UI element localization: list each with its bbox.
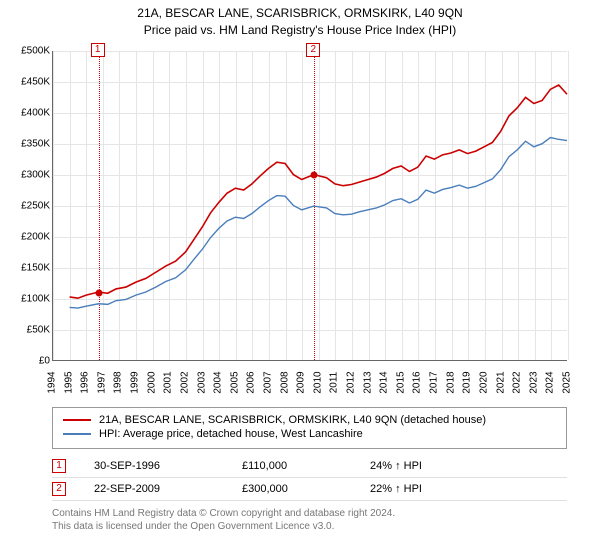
x-axis-label: 1996 <box>80 368 91 398</box>
x-axis-label: 1999 <box>130 368 141 398</box>
x-axis-label: 2006 <box>246 368 257 398</box>
y-axis-label: £250K <box>10 201 50 212</box>
event-number-box: 2 <box>52 482 66 496</box>
x-axis-label: 2004 <box>213 368 224 398</box>
x-axis-label: 2020 <box>478 368 489 398</box>
x-axis-label: 2025 <box>562 368 573 398</box>
x-axis-label: 2014 <box>379 368 390 398</box>
gridline-v <box>568 51 569 360</box>
x-axis-label: 2012 <box>346 368 357 398</box>
chart-title: 21A, BESCAR LANE, SCARISBRICK, ORMSKIRK,… <box>10 6 590 20</box>
series-line <box>70 85 567 298</box>
event-price: £110,000 <box>242 460 342 472</box>
y-axis-label: £300K <box>10 170 50 181</box>
footer-line-2: This data is licensed under the Open Gov… <box>52 520 567 533</box>
y-axis-label: £350K <box>10 139 50 150</box>
event-price: £300,000 <box>242 483 342 495</box>
plot-area <box>52 51 567 361</box>
x-axis-label: 2013 <box>362 368 373 398</box>
x-axis-label: 2008 <box>279 368 290 398</box>
event-marker-box: 2 <box>306 43 320 57</box>
y-axis-label: £0 <box>10 356 50 367</box>
event-date: 30-SEP-1996 <box>94 460 214 472</box>
x-axis-label: 2010 <box>312 368 323 398</box>
series-line <box>70 138 567 309</box>
x-axis-label: 2016 <box>412 368 423 398</box>
y-axis-label: £500K <box>10 46 50 57</box>
legend-swatch <box>63 433 91 435</box>
y-axis-label: £200K <box>10 232 50 243</box>
x-axis-label: 2019 <box>462 368 473 398</box>
x-axis-label: 1994 <box>47 368 58 398</box>
x-axis-label: 2024 <box>545 368 556 398</box>
event-marker-box: 1 <box>91 43 105 57</box>
events-table: 1 30-SEP-1996 £110,000 24% ↑ HPI 2 22-SEP-200… <box>52 455 567 501</box>
footer-attribution: Contains HM Land Registry data © Crown c… <box>52 507 567 533</box>
x-axis-label: 1995 <box>63 368 74 398</box>
x-axis-label: 2007 <box>262 368 273 398</box>
x-axis-label: 2018 <box>445 368 456 398</box>
x-axis-label: 2022 <box>512 368 523 398</box>
x-axis-label: 2009 <box>296 368 307 398</box>
events-row: 1 30-SEP-1996 £110,000 24% ↑ HPI <box>52 455 567 478</box>
legend-swatch <box>63 419 91 421</box>
x-axis-label: 2015 <box>395 368 406 398</box>
legend-label: HPI: Average price, detached house, West… <box>99 428 363 440</box>
x-axis-label: 1998 <box>113 368 124 398</box>
event-delta: 22% ↑ HPI <box>370 483 567 495</box>
chart-area: £0 £50K £100K £150K £200K £250K £300K £350K £400… <box>10 43 585 403</box>
legend-row: 21A, BESCAR LANE, SCARISBRICK, ORMSKIRK,… <box>63 414 556 426</box>
x-axis-label: 2002 <box>179 368 190 398</box>
x-axis-label: 2021 <box>495 368 506 398</box>
x-axis-label: 2005 <box>229 368 240 398</box>
x-axis-label: 2023 <box>528 368 539 398</box>
event-number-box: 1 <box>52 459 66 473</box>
y-axis-label: £150K <box>10 263 50 274</box>
event-date: 22-SEP-2009 <box>94 483 214 495</box>
y-axis-label: £400K <box>10 108 50 119</box>
chart-subtitle: Price paid vs. HM Land Registry's House … <box>10 23 590 37</box>
legend-row: HPI: Average price, detached house, West… <box>63 428 556 440</box>
y-axis-label: £100K <box>10 294 50 305</box>
footer-line-1: Contains HM Land Registry data © Crown c… <box>52 507 567 520</box>
x-axis-label: 2001 <box>163 368 174 398</box>
events-row: 2 22-SEP-2009 £300,000 22% ↑ HPI <box>52 478 567 501</box>
x-axis-label: 2011 <box>329 368 340 398</box>
series-svg <box>53 51 567 360</box>
y-axis-label: £450K <box>10 77 50 88</box>
event-delta: 24% ↑ HPI <box>370 460 567 472</box>
event-dot <box>95 289 102 296</box>
x-axis-label: 2017 <box>429 368 440 398</box>
y-axis-label: £50K <box>10 325 50 336</box>
event-dot <box>311 172 318 179</box>
x-axis-label: 2003 <box>196 368 207 398</box>
legend: 21A, BESCAR LANE, SCARISBRICK, ORMSKIRK,… <box>52 407 567 449</box>
x-axis-label: 2000 <box>146 368 157 398</box>
x-axis-label: 1997 <box>96 368 107 398</box>
legend-label: 21A, BESCAR LANE, SCARISBRICK, ORMSKIRK,… <box>99 414 486 426</box>
